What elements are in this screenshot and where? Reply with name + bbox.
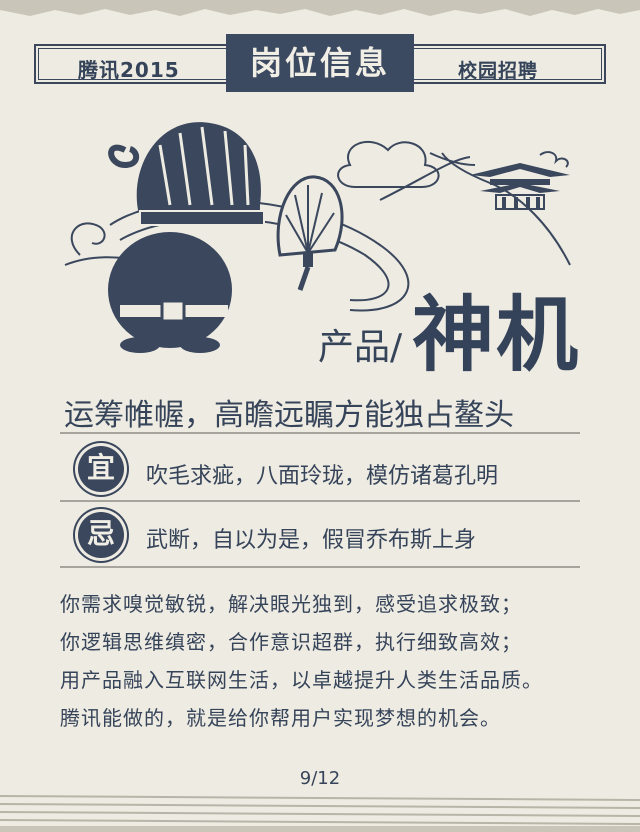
page-indicator: 9/12	[299, 768, 341, 789]
motto: 运筹帷幄，高瞻远瞩方能独占鳌头	[64, 398, 514, 433]
header-title: 岗位信息	[226, 34, 414, 92]
donts-text: 武断，自以为是，假冒乔布斯上身	[146, 528, 477, 553]
penguin-strategist-illustration	[64, 122, 571, 353]
dos-text: 吹毛求疵，八面玲珑，模仿诸葛孔明	[146, 464, 499, 489]
divider	[60, 566, 580, 568]
ji-badge: 忌	[78, 512, 124, 558]
description-line: 你逻辑思维缜密，合作意识超群，执行细致高效；	[60, 630, 522, 654]
torn-paper-edge	[0, 0, 640, 16]
stacked-page-edges	[0, 795, 640, 832]
divider	[60, 432, 580, 434]
header-left-label: 腾讯2015	[78, 58, 180, 82]
description-line: 腾讯能做的，就是给你帮用户实现梦想的机会。	[60, 706, 501, 730]
divider	[60, 500, 580, 502]
header-right-label: 校园招聘	[458, 60, 539, 82]
category-title: 神机	[412, 288, 581, 383]
category-prefix: 产品/	[318, 327, 403, 368]
description-line: 你需求嗅觉敏锐，解决眼光独到，感受追求极致；	[60, 592, 522, 616]
yi-badge: 宜	[78, 446, 124, 492]
description-line: 用产品融入互联网生活，以卓越提升人类生活品质。	[60, 668, 543, 692]
